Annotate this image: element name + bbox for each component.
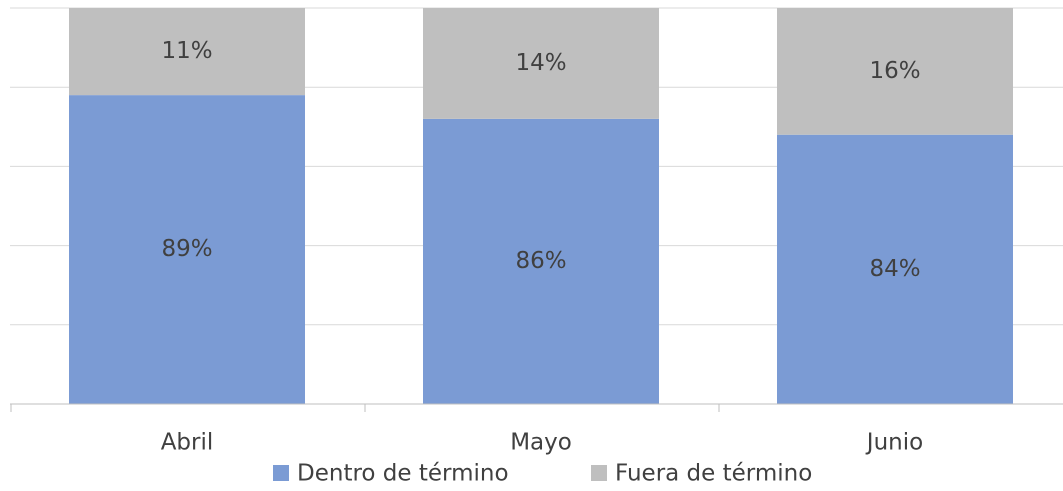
- x-tick-label: Abril: [161, 430, 214, 456]
- data-label: 11%: [161, 38, 212, 64]
- x-tick-label: Mayo: [510, 430, 572, 456]
- data-label: 89%: [161, 236, 212, 262]
- bar-segment: [69, 95, 305, 405]
- data-label: 14%: [515, 50, 566, 76]
- bar-segment: [69, 8, 305, 96]
- legend-swatch: [273, 465, 289, 481]
- legend-label: Dentro de término: [297, 461, 509, 487]
- legend-swatch: [591, 465, 607, 481]
- data-label: 16%: [869, 58, 920, 84]
- bar-segment: [423, 8, 659, 119]
- legend-label: Fuera de término: [615, 461, 812, 487]
- x-tick-label: Junio: [865, 430, 923, 456]
- bar-segment: [777, 134, 1013, 404]
- bar-segment: [777, 8, 1013, 135]
- bar-segment: [423, 118, 659, 404]
- data-label: 86%: [515, 248, 566, 274]
- data-label: 84%: [869, 256, 920, 282]
